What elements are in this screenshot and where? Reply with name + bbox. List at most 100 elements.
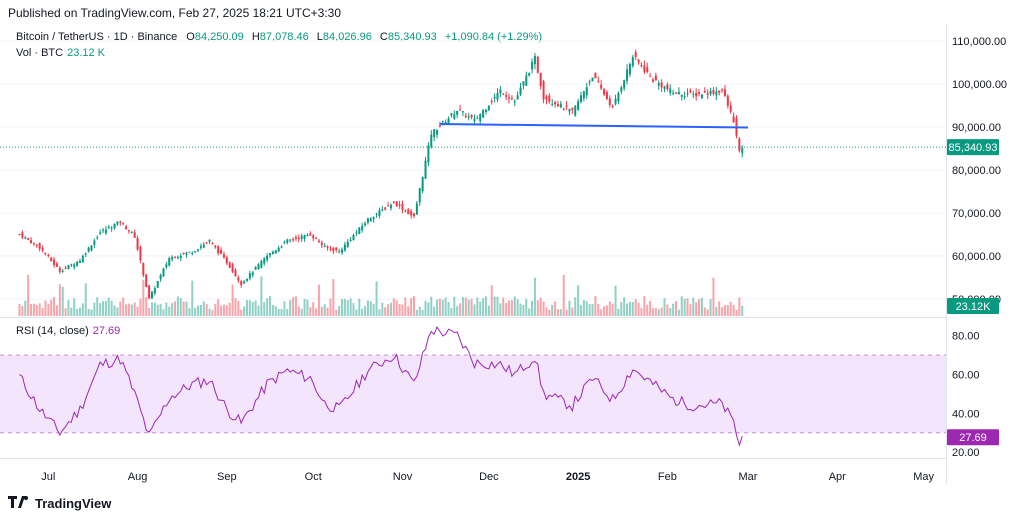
volume-bar bbox=[672, 303, 675, 316]
candle-body bbox=[387, 205, 390, 207]
candle-body bbox=[332, 247, 335, 252]
price-axis[interactable]: 50,000.0060,000.0070,000.0080,000.0090,0… bbox=[952, 36, 1007, 306]
candle-body bbox=[412, 213, 415, 217]
volume-bar bbox=[649, 300, 652, 316]
volume-bar bbox=[309, 307, 312, 316]
volume-bar bbox=[579, 305, 583, 316]
volume-bar bbox=[407, 306, 410, 316]
candle-body bbox=[675, 92, 678, 94]
volume-bar bbox=[421, 309, 424, 316]
candle-body bbox=[522, 81, 525, 86]
time-axis[interactable]: Jul Aug Sep Oct Nov Dec 2025 Feb Mar Apr May bbox=[41, 471, 934, 483]
symbol-legend: Bitcoin / TetherUS · 1D · Binance O84,25… bbox=[16, 31, 547, 43]
volume-bar bbox=[545, 307, 548, 316]
footer-brand[interactable]: TradingView bbox=[8, 496, 111, 511]
volume-bar bbox=[292, 297, 295, 316]
candle-body bbox=[191, 252, 194, 254]
volume-bar bbox=[536, 300, 539, 316]
volume-bar bbox=[571, 307, 574, 316]
candle-body bbox=[231, 264, 234, 273]
volume-bar bbox=[450, 307, 453, 316]
candle-body bbox=[508, 97, 511, 99]
rsi-last-badge: 27.69 bbox=[959, 432, 987, 444]
candle-body bbox=[389, 205, 392, 209]
candle-body bbox=[643, 65, 646, 72]
last-price-badge-bg bbox=[947, 139, 999, 156]
candle-body bbox=[712, 89, 715, 94]
candle-body bbox=[505, 95, 508, 97]
volume-bar bbox=[142, 279, 145, 316]
volume-bar bbox=[297, 306, 300, 316]
candle-body bbox=[309, 233, 312, 236]
candle-body bbox=[18, 234, 21, 236]
candle-body bbox=[456, 110, 459, 115]
candle-body bbox=[421, 177, 424, 192]
candle-body bbox=[473, 118, 476, 122]
volume-bar bbox=[574, 297, 577, 316]
volume-bar bbox=[669, 307, 672, 316]
volume-bar bbox=[680, 296, 683, 316]
volume-value: 23.12 K bbox=[67, 47, 105, 59]
candle-body bbox=[519, 87, 522, 95]
candle-body bbox=[306, 235, 309, 237]
neckline-trendline[interactable] bbox=[439, 123, 749, 129]
candle-body bbox=[205, 242, 208, 244]
candle-body bbox=[726, 95, 729, 106]
volume-bar bbox=[603, 306, 606, 316]
volume-bar bbox=[721, 307, 724, 316]
volume-bar bbox=[499, 303, 502, 316]
volume-bar bbox=[392, 298, 395, 316]
volume-bar bbox=[484, 296, 487, 316]
volume-bar bbox=[30, 304, 33, 316]
volume-bar bbox=[617, 308, 620, 316]
volume-bar bbox=[335, 309, 338, 316]
candle-body bbox=[651, 79, 654, 82]
volume-bar bbox=[81, 303, 84, 316]
volume-bar bbox=[459, 303, 462, 316]
symbol-title[interactable]: Bitcoin / TetherUS · 1D · Binance bbox=[16, 31, 178, 43]
time-tick-label: Sep bbox=[217, 471, 237, 483]
volume-bar bbox=[185, 301, 188, 316]
candle-body bbox=[605, 92, 608, 99]
candle-body bbox=[257, 264, 260, 270]
volume-bar bbox=[234, 298, 237, 316]
rsi-axis[interactable]: 20.00 40.00 60.00 80.00 bbox=[952, 331, 980, 460]
volume-bar bbox=[723, 305, 726, 316]
candle-body bbox=[27, 238, 30, 240]
candle-body bbox=[441, 121, 444, 123]
rsi-label[interactable]: RSI (14, close) bbox=[16, 325, 89, 337]
candle-body bbox=[608, 98, 611, 106]
volume-bar bbox=[387, 304, 390, 316]
volume-label[interactable]: Vol · BTC bbox=[16, 47, 64, 59]
volume-bar bbox=[182, 301, 185, 316]
volume-bar bbox=[320, 306, 323, 316]
candle-body bbox=[666, 84, 669, 90]
volume-bar bbox=[289, 300, 292, 316]
candle-body bbox=[680, 94, 683, 97]
candle-body bbox=[329, 248, 332, 250]
volume-bar bbox=[197, 305, 200, 316]
candle-body bbox=[392, 201, 395, 203]
candle-body bbox=[528, 73, 531, 76]
price-tick-label: 60,000.00 bbox=[952, 251, 1001, 263]
volume-bar bbox=[476, 297, 479, 316]
time-tick-label: Feb bbox=[658, 471, 677, 483]
volume-bar bbox=[280, 308, 283, 316]
volume-legend: Vol · BTC 23.12 K bbox=[16, 47, 105, 59]
volume-bar bbox=[53, 297, 56, 316]
candle-body bbox=[237, 277, 240, 281]
candle-body bbox=[300, 235, 303, 239]
footer-brand-label: TradingView bbox=[35, 496, 112, 511]
volume-bar bbox=[732, 304, 735, 316]
candle-body bbox=[545, 96, 548, 100]
volume-bar bbox=[709, 299, 712, 316]
volume-bar bbox=[577, 285, 580, 316]
candle-body bbox=[594, 72, 597, 79]
volume-bar bbox=[179, 298, 182, 316]
volume-bar bbox=[657, 309, 660, 316]
candle-body bbox=[116, 221, 119, 225]
candle-body bbox=[467, 116, 470, 118]
volume-bar bbox=[361, 308, 364, 316]
candle-body bbox=[695, 92, 698, 97]
